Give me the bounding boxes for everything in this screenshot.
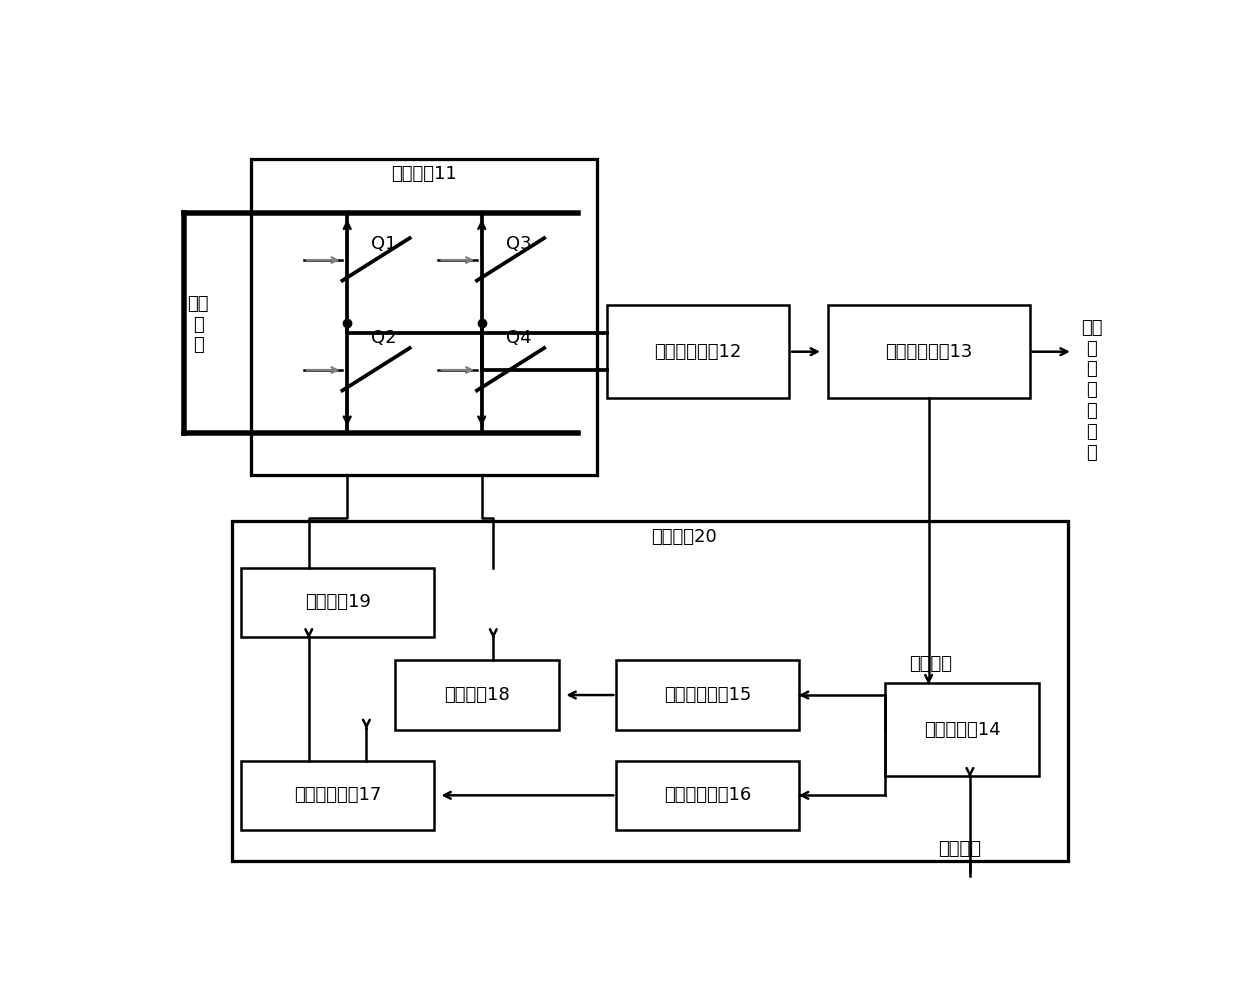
Bar: [396, 660, 558, 729]
Bar: [828, 306, 1029, 398]
Text: Q3: Q3: [506, 234, 532, 253]
Text: Q1: Q1: [371, 234, 397, 253]
Bar: [242, 568, 434, 637]
Text: 整流滤波电路13: 整流滤波电路13: [885, 343, 972, 361]
Text: 频率运算电路16: 频率运算电路16: [663, 787, 751, 805]
Text: 预设信号: 预设信号: [939, 841, 981, 859]
Bar: [885, 683, 1039, 777]
Text: 谐振变换电路12: 谐振变换电路12: [655, 343, 742, 361]
Text: 相位运算电路15: 相位运算电路15: [663, 686, 751, 704]
Bar: [616, 660, 799, 729]
Text: 输入
电
压: 输入 电 压: [187, 295, 210, 355]
Text: 相位电路18: 相位电路18: [444, 686, 510, 704]
Text: 控制模块20: 控制模块20: [651, 528, 717, 546]
Text: 调节控制器14: 调节控制器14: [924, 720, 1001, 738]
Text: 全桥电路11: 全桥电路11: [391, 165, 458, 183]
Bar: [232, 521, 1068, 861]
Text: Q2: Q2: [371, 330, 397, 348]
Bar: [250, 159, 596, 475]
Text: 输出
工
作
电
压
电
流: 输出 工 作 电 压 电 流: [1081, 319, 1102, 462]
Bar: [616, 761, 799, 830]
Bar: [242, 761, 434, 830]
Text: 驱动电路19: 驱动电路19: [305, 593, 371, 611]
Text: 脉冲发送电路17: 脉冲发送电路17: [294, 787, 381, 805]
Bar: [606, 306, 789, 398]
Text: Q4: Q4: [506, 330, 532, 348]
Text: 反馈信号: 反馈信号: [909, 655, 952, 673]
